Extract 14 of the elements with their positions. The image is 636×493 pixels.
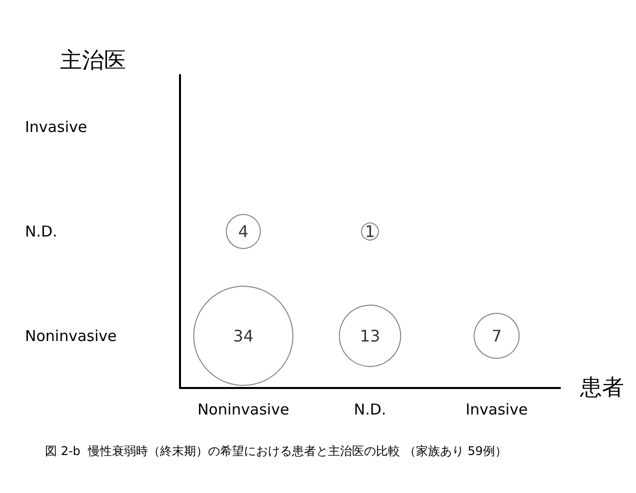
x-tick-label: Invasive (466, 400, 528, 418)
data-label: 13 (360, 326, 380, 346)
caption: 図 2-b 慢性衰弱時（終末期）の希望における患者と主治医の比較 （家族あり 59例） (45, 444, 507, 458)
x-axis-title: 患者 (579, 376, 624, 400)
y-tick-label: Noninvasive (25, 326, 117, 345)
data-label: 34 (233, 326, 254, 346)
data-label: 4 (238, 222, 248, 241)
y-tick-label: N.D. (25, 222, 58, 240)
x-tick-label: N.D. (354, 400, 386, 418)
y-tick-label: Invasive (25, 118, 88, 136)
data-label: 1 (364, 222, 376, 241)
data-label: 7 (492, 326, 502, 346)
y-axis-title: 主治医 (60, 48, 126, 74)
x-tick-label: Noninvasive (197, 400, 290, 418)
